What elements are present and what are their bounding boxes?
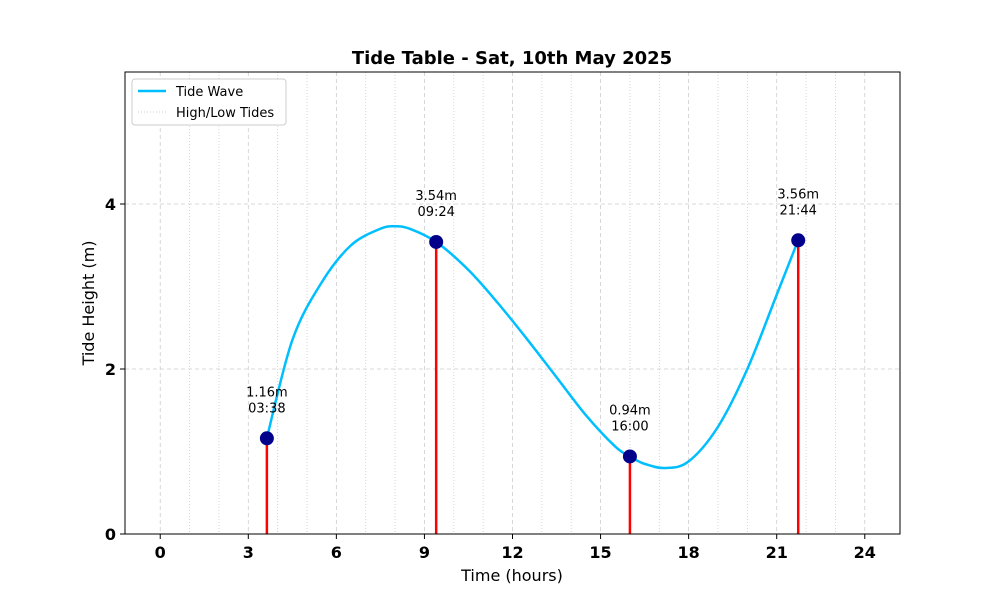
legend-label-high-low-tides: High/Low Tides	[176, 106, 274, 121]
grid-layer	[125, 72, 900, 534]
x-tick-label: 24	[854, 543, 876, 562]
x-tick-label: 12	[501, 543, 523, 562]
tide-height-label: 3.54m	[415, 189, 457, 204]
y-tick-label: 2	[105, 360, 116, 379]
tide-wave-line	[265, 224, 800, 470]
marker-layer	[259, 233, 806, 464]
tide-time-label: 03:38	[248, 401, 285, 416]
y-tick-label: 0	[105, 525, 116, 544]
tide-time-label: 21:44	[779, 203, 816, 218]
tide-point	[259, 431, 274, 446]
stem-layer	[265, 240, 800, 534]
legend-box	[131, 78, 287, 126]
x-tick-label: 21	[766, 543, 788, 562]
y-tick-label: 4	[105, 195, 116, 214]
x-tick-label: 15	[589, 543, 611, 562]
x-tick-label: 3	[243, 543, 254, 562]
y-axis-label: Tide Height (m)	[79, 241, 98, 367]
tide-time-label: 09:24	[417, 205, 454, 220]
x-tick-label: 9	[419, 543, 430, 562]
tide-height-label: 3.56m	[777, 187, 819, 202]
tide-height-label: 1.16m	[246, 385, 288, 400]
tide-point	[791, 233, 806, 248]
tide-point	[622, 449, 637, 464]
tide-point	[429, 234, 444, 249]
legend-label-tide-wave: Tide Wave	[175, 85, 243, 100]
x-tick-label: 18	[678, 543, 700, 562]
x-axis-label: Time (hours)	[460, 566, 563, 585]
x-tick-label: 6	[331, 543, 342, 562]
x-tick-label: 0	[155, 543, 166, 562]
tide-time-label: 16:00	[611, 419, 648, 434]
legend: Tide Wave High/Low Tides	[131, 78, 287, 126]
tide-height-label: 0.94m	[609, 403, 651, 418]
curve-layer	[265, 224, 800, 470]
chart-title: Tide Table - Sat, 10th May 2025	[352, 48, 672, 69]
